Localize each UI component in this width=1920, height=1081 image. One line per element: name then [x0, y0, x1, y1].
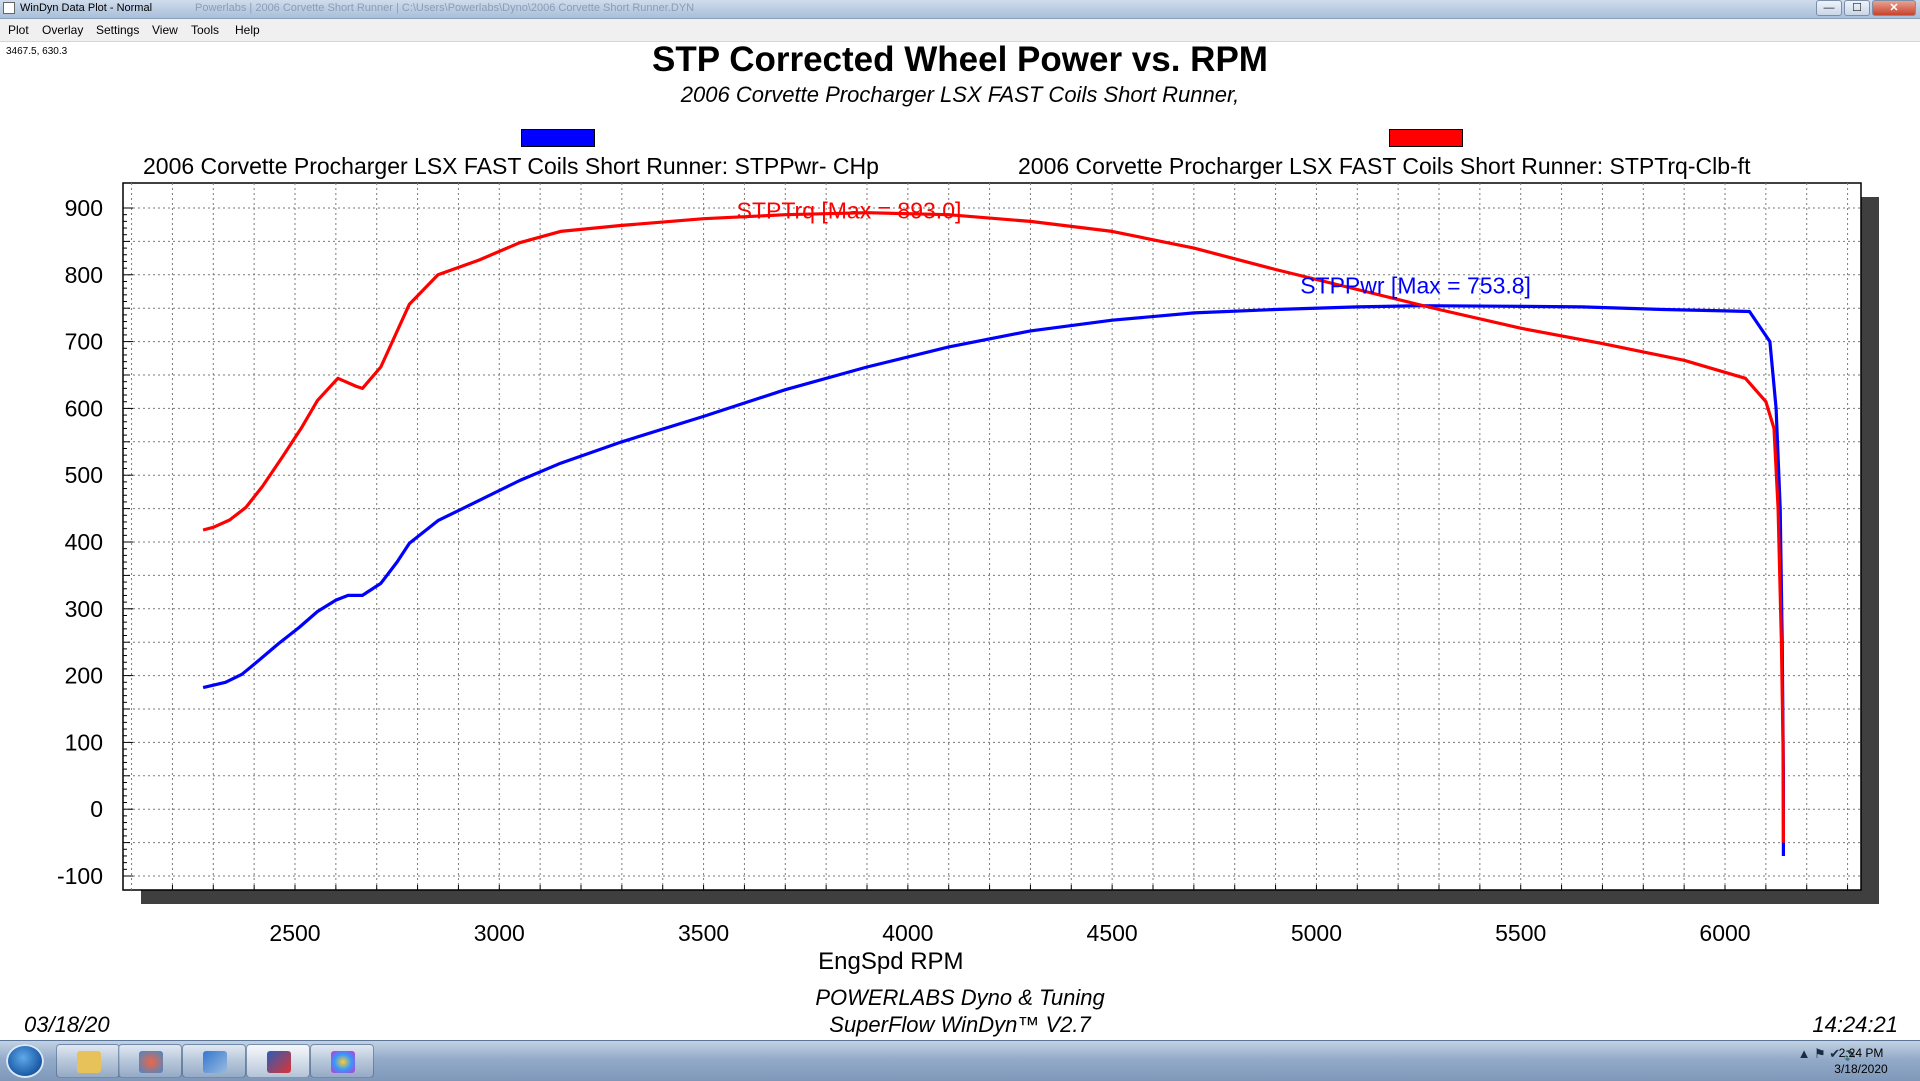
plot-icon	[267, 1051, 291, 1073]
maximize-button[interactable]: ☐	[1844, 0, 1870, 16]
y-tick-label: 100	[65, 729, 103, 755]
window-title-bar[interactable]: WinDyn Data Plot - Normal Powerlabs | 20…	[0, 0, 1920, 19]
x-tick-label: 6000	[1699, 920, 1750, 946]
app-icon[interactable]	[3, 2, 15, 14]
clock-time: 2:24 PM	[1838, 1046, 1884, 1060]
y-tick-label: 400	[65, 529, 103, 555]
menu-overlay[interactable]: Overlay	[42, 23, 84, 37]
windyn-icon	[203, 1051, 227, 1073]
taskbar: ▲ ⚑ ✔ 🔊 2:24 PM 3/18/2020	[0, 1040, 1920, 1081]
chart-title: STP Corrected Wheel Power vs. RPM	[652, 40, 1268, 79]
footer-date: 03/18/20	[24, 1012, 110, 1037]
y-tick-label: 500	[65, 462, 103, 488]
start-button[interactable]	[6, 1044, 44, 1078]
menu-bar: Plot Overlay Settings View Tools Help	[0, 19, 1920, 42]
legend-swatch-torque	[1389, 129, 1463, 147]
footer-software: SuperFlow WinDyn™ V2.7	[829, 1012, 1091, 1037]
taskbar-explorer[interactable]	[56, 1044, 120, 1078]
close-button[interactable]: ✕	[1872, 0, 1916, 16]
menu-view[interactable]: View	[152, 23, 178, 37]
power-line	[202, 304, 1785, 856]
window-title: WinDyn Data Plot - Normal	[20, 2, 153, 14]
torque-max-annotation: STPTrq [Max = 893.0]	[737, 198, 962, 224]
y-tick-label: 600	[65, 395, 103, 421]
footer-time: 14:24:21	[1812, 1012, 1898, 1037]
paint-icon	[139, 1051, 163, 1073]
y-tick-label: 700	[65, 329, 103, 355]
y-tick-label: 900	[65, 195, 103, 221]
cursor-readout: 3467.5, 630.3	[6, 46, 68, 57]
x-tick-label: 4000	[882, 920, 933, 946]
taskbar-clock[interactable]: 2:24 PM 3/18/2020	[1816, 1045, 1906, 1077]
clock-date: 3/18/2020	[1834, 1062, 1888, 1076]
menu-tools[interactable]: Tools	[191, 23, 220, 37]
taskbar-windyn[interactable]	[182, 1044, 246, 1078]
x-tick-label: 5000	[1291, 920, 1342, 946]
power-max-annotation: STPPwr [Max = 753.8]	[1300, 273, 1531, 299]
minimize-button[interactable]: —	[1816, 0, 1842, 16]
taskbar-paint[interactable]	[118, 1044, 182, 1078]
menu-help[interactable]: Help	[235, 23, 260, 37]
y-tick-label: 200	[65, 663, 103, 689]
y-tick-label: 300	[65, 596, 103, 622]
y-tick-label: 800	[65, 262, 103, 288]
taskbar-color-picker[interactable]	[310, 1044, 374, 1078]
palette-icon	[331, 1051, 355, 1073]
folder-icon	[77, 1051, 101, 1073]
x-tick-label: 3500	[678, 920, 729, 946]
plot-area	[122, 182, 1862, 891]
x-tick-label: 4500	[1087, 920, 1138, 946]
menu-settings[interactable]: Settings	[96, 23, 140, 37]
x-tick-label: 2500	[269, 920, 320, 946]
window-title-path: Powerlabs | 2006 Corvette Short Runner |…	[195, 2, 695, 14]
torque-line	[202, 211, 1785, 843]
legend-swatch-power	[521, 129, 595, 147]
menu-plot[interactable]: Plot	[8, 23, 29, 37]
legend-label-power: 2006 Corvette Procharger LSX FAST Coils …	[143, 153, 879, 179]
system-tray[interactable]: ▲ ⚑ ✔ 🔊	[1797, 1046, 1860, 1061]
y-tick-label: 0	[90, 796, 103, 822]
footer-company: POWERLABS Dyno & Tuning	[815, 985, 1105, 1010]
y-tick-label: -100	[57, 863, 103, 889]
legend-label-torque: 2006 Corvette Procharger LSX FAST Coils …	[1018, 153, 1751, 179]
chart-subtitle: 2006 Corvette Procharger LSX FAST Coils …	[680, 82, 1240, 107]
x-tick-label: 3000	[474, 920, 525, 946]
x-axis-label: EngSpd RPM	[818, 948, 963, 975]
x-tick-label: 5500	[1495, 920, 1546, 946]
taskbar-windyn-plot[interactable]	[246, 1044, 310, 1078]
